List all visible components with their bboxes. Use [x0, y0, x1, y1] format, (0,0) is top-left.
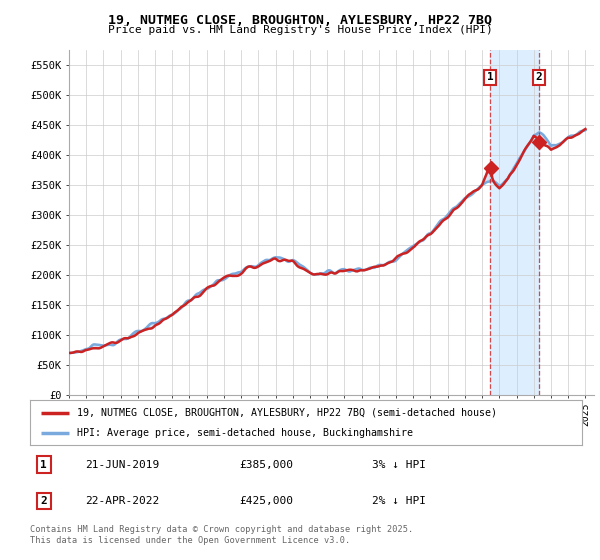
Text: 1: 1 [40, 460, 47, 470]
Text: £425,000: £425,000 [240, 496, 294, 506]
Text: 22-APR-2022: 22-APR-2022 [85, 496, 160, 506]
Text: £385,000: £385,000 [240, 460, 294, 470]
Text: Contains HM Land Registry data © Crown copyright and database right 2025.
This d: Contains HM Land Registry data © Crown c… [30, 525, 413, 545]
Text: 21-JUN-2019: 21-JUN-2019 [85, 460, 160, 470]
Text: 2: 2 [536, 72, 542, 82]
Text: 19, NUTMEG CLOSE, BROUGHTON, AYLESBURY, HP22 7BQ: 19, NUTMEG CLOSE, BROUGHTON, AYLESBURY, … [108, 14, 492, 27]
Text: 2: 2 [40, 496, 47, 506]
Text: 1: 1 [487, 72, 494, 82]
Text: Price paid vs. HM Land Registry's House Price Index (HPI): Price paid vs. HM Land Registry's House … [107, 25, 493, 35]
Text: 19, NUTMEG CLOSE, BROUGHTON, AYLESBURY, HP22 7BQ (semi-detached house): 19, NUTMEG CLOSE, BROUGHTON, AYLESBURY, … [77, 408, 497, 418]
Bar [490, 50, 539, 395]
Text: HPI: Average price, semi-detached house, Buckinghamshire: HPI: Average price, semi-detached house,… [77, 428, 413, 438]
Text: 3% ↓ HPI: 3% ↓ HPI [372, 460, 426, 470]
Text: 2% ↓ HPI: 2% ↓ HPI [372, 496, 426, 506]
